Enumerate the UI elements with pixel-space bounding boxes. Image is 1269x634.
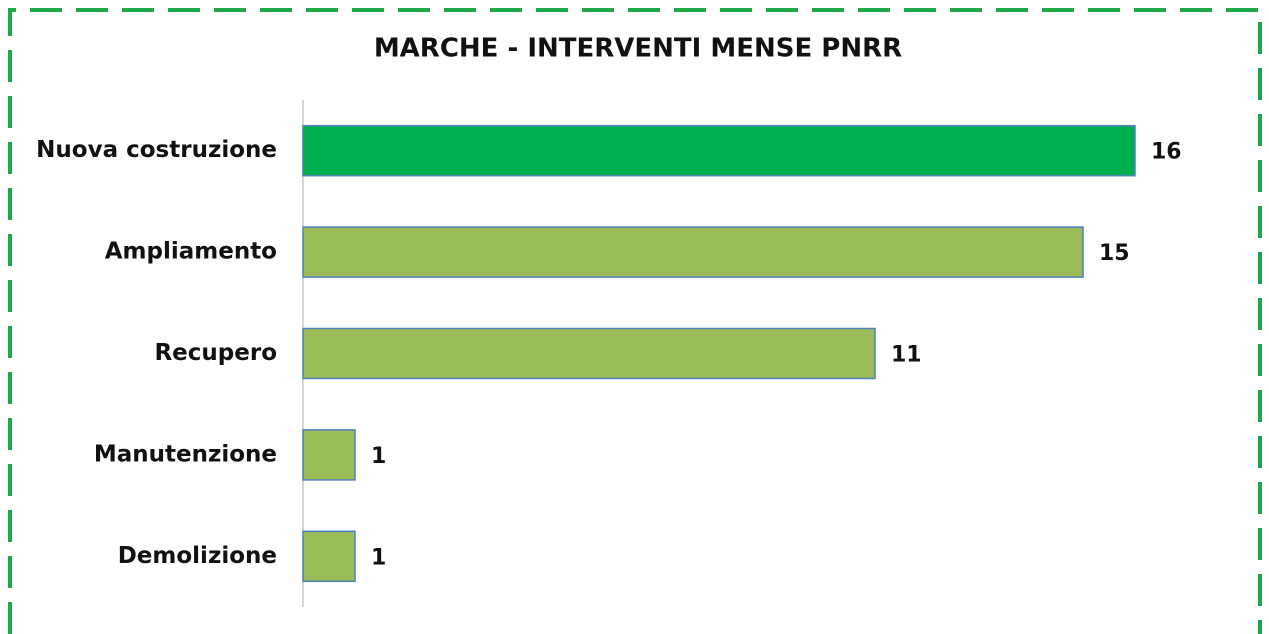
chart-title: MARCHE - INTERVENTI MENSE PNRR [374, 34, 902, 64]
category-label: Ampliamento [105, 239, 277, 265]
category-label: Recupero [154, 340, 277, 366]
value-label: 16 [1151, 140, 1182, 165]
value-label: 1 [371, 545, 386, 570]
bar [302, 226, 1084, 278]
category-label: Manutenzione [94, 441, 277, 467]
bar [302, 327, 876, 380]
value-label: 11 [891, 343, 922, 368]
value-label: 1 [371, 444, 386, 469]
dashed-border [8, 8, 1262, 634]
value-label: 15 [1099, 241, 1130, 266]
bar [302, 124, 1136, 177]
bar [302, 429, 356, 481]
bar [302, 530, 356, 583]
category-label: Nuova costruzione [36, 137, 277, 163]
category-label: Demolizione [118, 543, 277, 569]
